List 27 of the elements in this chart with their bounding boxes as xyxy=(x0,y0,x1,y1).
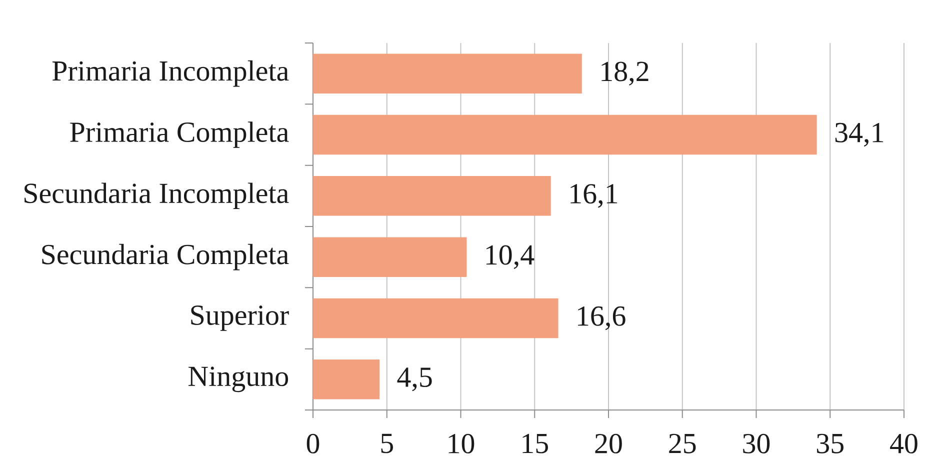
bar xyxy=(313,237,467,277)
data-label: 16,1 xyxy=(570,184,618,208)
x-tick-label: 25 xyxy=(669,434,696,454)
data-label: 18,2 xyxy=(602,62,648,86)
y-tick-label: Primaria Incompleta xyxy=(52,60,289,87)
y-tick-label: Superior xyxy=(191,306,289,331)
data-label: 34,1 xyxy=(835,122,884,147)
y-tick-label: Secundaria Incompleta xyxy=(24,182,289,210)
data-label: 4,5 xyxy=(397,368,432,392)
bar xyxy=(313,298,558,338)
y-tick-label: Ninguno xyxy=(188,366,288,392)
x-tick-label: 40 xyxy=(890,434,918,454)
y-tick-label: Secundaria Completa xyxy=(42,244,289,270)
x-tick-label: 20 xyxy=(595,434,622,454)
x-tick-label: 0 xyxy=(306,434,320,454)
x-tick-label: 35 xyxy=(816,434,844,454)
bar xyxy=(313,54,582,94)
x-tick-label: 5 xyxy=(381,434,393,454)
data-label: 10,4 xyxy=(486,245,534,269)
bar xyxy=(313,176,551,216)
bar xyxy=(313,360,380,400)
x-tick-label: 15 xyxy=(522,434,548,454)
y-tick-label: Primaria Completa xyxy=(70,122,289,148)
data-label: 16,6 xyxy=(578,306,626,330)
bar xyxy=(313,114,817,155)
x-tick-label: 30 xyxy=(743,434,770,454)
x-tick-label: 10 xyxy=(448,434,474,454)
